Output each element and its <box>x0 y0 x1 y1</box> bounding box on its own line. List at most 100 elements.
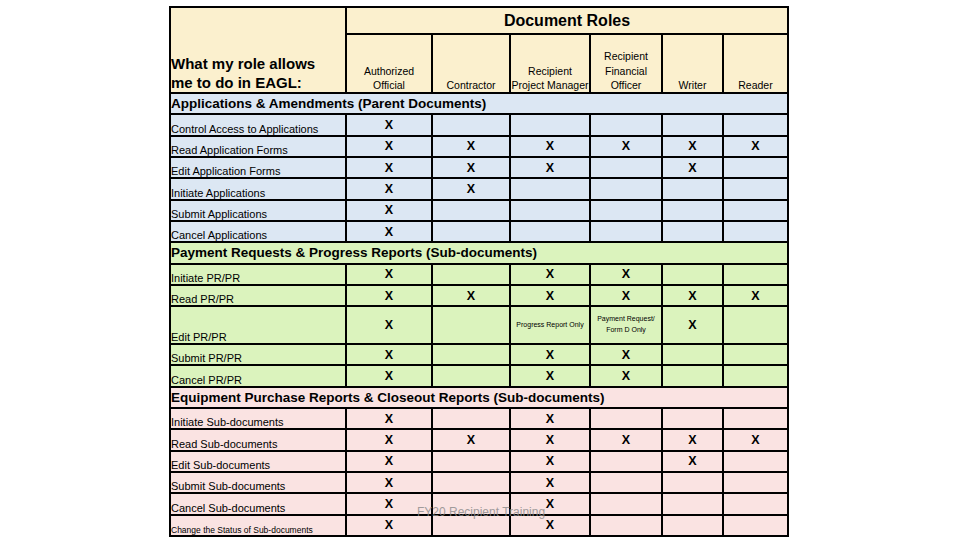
empty-cell <box>723 344 788 365</box>
empty-cell <box>590 200 662 221</box>
empty-cell <box>432 200 510 221</box>
corner-header-line-1: What my role allows <box>171 54 345 73</box>
empty-cell <box>723 451 788 472</box>
empty-cell <box>590 157 662 178</box>
corner-header-line-2: me to do in EAGL: <box>171 73 345 92</box>
empty-cell <box>432 114 510 135</box>
x-mark-cell: X <box>662 306 723 344</box>
x-mark-cell: X <box>346 344 432 365</box>
empty-cell <box>723 221 788 242</box>
x-mark-cell: X <box>590 344 662 365</box>
x-mark-cell: X <box>510 285 590 306</box>
empty-cell <box>662 344 723 365</box>
footer-watermark: FY20 Recipient Training <box>417 505 545 519</box>
x-mark-cell: X <box>432 285 510 306</box>
empty-cell <box>590 472 662 493</box>
row-label: Submit PR/PR <box>170 344 346 365</box>
table-title: Document Roles <box>346 7 788 34</box>
x-mark-cell: X <box>662 429 723 450</box>
section-header: Payment Requests & Progress Reports (Sub… <box>170 242 788 263</box>
empty-cell <box>510 114 590 135</box>
row-label: Edit PR/PR <box>170 306 346 344</box>
x-mark-cell: X <box>662 136 723 157</box>
empty-cell <box>590 493 662 514</box>
slide: { "slide": { "title": "Document Roles", … <box>0 0 960 540</box>
x-mark-cell: X <box>590 136 662 157</box>
x-mark-cell: X <box>590 264 662 285</box>
row-label: Submit Applications <box>170 200 346 221</box>
row-label: Initiate Sub-documents <box>170 408 346 429</box>
empty-cell <box>432 451 510 472</box>
empty-cell <box>590 178 662 199</box>
x-mark-cell: X <box>510 344 590 365</box>
row-label: Initiate Applications <box>170 178 346 199</box>
section-header: Equipment Purchase Reports & Closeout Re… <box>170 387 788 408</box>
empty-cell <box>723 114 788 135</box>
x-mark-cell: X <box>510 429 590 450</box>
x-mark-cell: X <box>510 408 590 429</box>
empty-cell <box>590 114 662 135</box>
section-header: Applications & Amendments (Parent Docume… <box>170 93 788 114</box>
column-header-contractor: Contractor <box>432 34 510 93</box>
x-mark-cell: X <box>346 429 432 450</box>
empty-cell <box>723 493 788 514</box>
empty-cell <box>723 264 788 285</box>
empty-cell <box>590 451 662 472</box>
empty-cell <box>723 178 788 199</box>
empty-cell <box>723 515 788 537</box>
slide-canvas: What my role allows me to do in EAGL: Do… <box>0 0 960 540</box>
x-mark-cell: X <box>510 451 590 472</box>
row-label: Cancel PR/PR <box>170 365 346 386</box>
x-mark-cell: X <box>510 472 590 493</box>
x-mark-cell: X <box>346 200 432 221</box>
empty-cell <box>510 178 590 199</box>
empty-cell <box>662 472 723 493</box>
document-roles-table: What my role allows me to do in EAGL: Do… <box>169 6 789 537</box>
x-mark-cell: X <box>346 114 432 135</box>
row-label: Cancel Applications <box>170 221 346 242</box>
row-label: Read PR/PR <box>170 285 346 306</box>
empty-cell <box>723 365 788 386</box>
x-mark-cell: X <box>346 451 432 472</box>
empty-cell <box>662 178 723 199</box>
x-mark-cell: X <box>510 136 590 157</box>
row-label: Read Sub-documents <box>170 429 346 450</box>
row-label: Change the Status of Sub-documents <box>170 515 346 537</box>
empty-cell <box>662 515 723 537</box>
row-label: Control Access to Applications <box>170 114 346 135</box>
x-mark-cell: X <box>346 285 432 306</box>
empty-cell <box>432 344 510 365</box>
x-mark-cell: X <box>346 221 432 242</box>
x-mark-cell: X <box>346 306 432 344</box>
empty-cell <box>662 114 723 135</box>
x-mark-cell: X <box>432 429 510 450</box>
empty-cell <box>723 408 788 429</box>
column-header-writer: Writer <box>662 34 723 93</box>
empty-cell <box>432 264 510 285</box>
x-mark-cell: X <box>346 408 432 429</box>
x-mark-cell: X <box>723 429 788 450</box>
x-mark-cell: X <box>346 365 432 386</box>
empty-cell <box>662 200 723 221</box>
note-cell: Payment Request/ Form D Only <box>590 306 662 344</box>
empty-cell <box>723 157 788 178</box>
empty-cell <box>432 365 510 386</box>
x-mark-cell: X <box>662 285 723 306</box>
x-mark-cell: X <box>590 365 662 386</box>
empty-cell <box>662 408 723 429</box>
x-mark-cell: X <box>432 136 510 157</box>
empty-cell <box>432 472 510 493</box>
row-label: Submit Sub-documents <box>170 472 346 493</box>
x-mark-cell: X <box>346 472 432 493</box>
empty-cell <box>590 221 662 242</box>
x-mark-cell: X <box>346 264 432 285</box>
column-header-recipient-project-manager: Recipient Project Manager <box>510 34 590 93</box>
empty-cell <box>510 221 590 242</box>
column-header-reader: Reader <box>723 34 788 93</box>
row-label: Read Application Forms <box>170 136 346 157</box>
empty-cell <box>662 365 723 386</box>
column-header-authorized-official: Authorized Official <box>346 34 432 93</box>
x-mark-cell: X <box>346 136 432 157</box>
x-mark-cell: X <box>432 178 510 199</box>
empty-cell <box>432 306 510 344</box>
